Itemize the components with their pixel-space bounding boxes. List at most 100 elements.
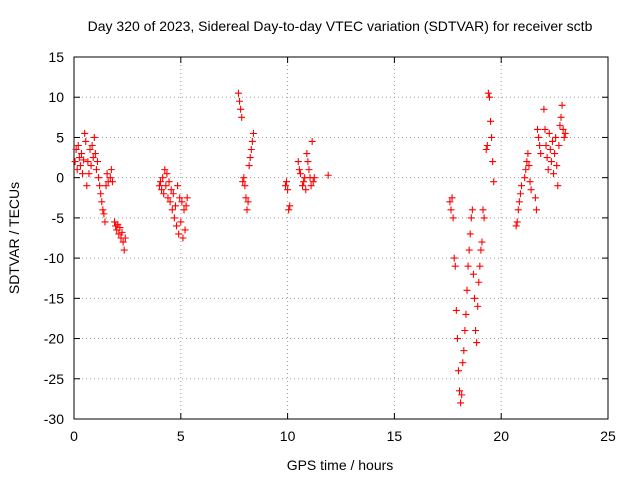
data-point xyxy=(239,178,247,186)
data-point xyxy=(234,89,242,97)
y-tick-label: -20 xyxy=(44,331,64,347)
data-point xyxy=(468,206,476,214)
data-point xyxy=(561,129,569,137)
y-tick-label: -30 xyxy=(44,411,64,427)
data-point xyxy=(160,190,168,198)
data-point xyxy=(471,294,478,302)
data-point xyxy=(82,137,90,145)
data-point xyxy=(181,226,189,234)
data-point xyxy=(454,367,462,375)
data-point xyxy=(294,158,302,166)
data-point xyxy=(118,228,126,236)
data-point xyxy=(183,194,191,202)
data-point xyxy=(550,170,558,178)
y-tick-labels: -30 -25 -20 -15 -10 -5 0 5 10 15 xyxy=(44,49,64,427)
data-point xyxy=(72,146,80,154)
data-point xyxy=(106,174,114,182)
data-point xyxy=(162,182,170,190)
data-point xyxy=(176,194,184,202)
data-point xyxy=(180,206,188,214)
data-point xyxy=(548,137,556,145)
data-point xyxy=(243,206,251,214)
data-point xyxy=(91,150,99,158)
y-tick-label: -10 xyxy=(44,250,64,266)
data-point xyxy=(304,158,312,166)
data-point xyxy=(295,166,303,174)
data-point xyxy=(74,141,82,149)
data-point xyxy=(158,186,166,194)
data-point xyxy=(453,335,461,343)
y-tick-label: -5 xyxy=(52,210,65,226)
data-point xyxy=(103,170,111,178)
data-point xyxy=(516,190,524,198)
data-point xyxy=(524,150,532,158)
data-point xyxy=(157,178,165,186)
x-tick-label: 10 xyxy=(280,428,296,444)
data-point xyxy=(488,133,496,141)
data-point xyxy=(163,170,171,178)
data-point xyxy=(546,146,554,154)
data-point xyxy=(159,174,167,182)
data-point xyxy=(296,170,304,178)
data-point xyxy=(245,162,253,170)
data-point xyxy=(167,186,175,194)
data-point xyxy=(71,158,79,166)
data-point xyxy=(120,246,128,254)
data-point xyxy=(485,93,493,101)
data-point xyxy=(474,302,482,310)
data-point xyxy=(166,198,174,206)
data-point xyxy=(487,117,495,125)
data-point xyxy=(79,170,87,178)
data-point xyxy=(169,190,177,198)
data-point xyxy=(102,182,110,190)
data-point xyxy=(236,97,244,105)
data-point xyxy=(168,206,176,214)
data-point xyxy=(179,234,187,242)
data-point xyxy=(80,156,88,164)
data-point xyxy=(182,202,190,210)
data-point xyxy=(310,174,318,182)
data-point xyxy=(482,146,490,154)
data-point xyxy=(537,150,545,158)
data-point xyxy=(309,178,317,186)
y-tick-label: -25 xyxy=(44,371,64,387)
x-axis-label: GPS time / hours xyxy=(287,457,394,473)
data-point xyxy=(90,133,98,141)
y-axis-label: SDTVAR / TECUs xyxy=(6,182,22,294)
data-point xyxy=(88,141,96,149)
data-point xyxy=(81,129,89,137)
data-point xyxy=(99,206,107,214)
data-point xyxy=(286,202,294,210)
data-point xyxy=(480,214,488,222)
data-point xyxy=(115,230,123,238)
data-point xyxy=(473,339,481,347)
data-point xyxy=(89,154,97,162)
data-point xyxy=(450,254,458,262)
data-point xyxy=(467,214,475,222)
data-point xyxy=(75,154,83,162)
data-point xyxy=(77,150,85,158)
y-tick-label: 15 xyxy=(48,49,64,65)
data-point xyxy=(531,194,539,202)
data-point xyxy=(249,129,257,137)
data-point xyxy=(547,158,555,166)
data-point xyxy=(248,137,256,145)
data-point xyxy=(517,182,525,190)
data-point xyxy=(535,133,543,141)
data-point xyxy=(86,146,94,154)
data-point xyxy=(448,194,456,202)
data-point xyxy=(98,198,106,206)
data-point xyxy=(523,158,531,166)
data-point xyxy=(83,182,91,190)
data-point xyxy=(451,262,459,270)
data-point xyxy=(557,113,565,121)
data-point xyxy=(544,166,552,174)
data-point xyxy=(541,125,549,133)
axis-ticks xyxy=(73,56,609,420)
y-tick-label: 10 xyxy=(48,89,64,105)
data-point xyxy=(76,162,84,170)
data-point xyxy=(177,218,185,226)
data-point xyxy=(170,214,178,222)
data-point xyxy=(489,158,497,166)
